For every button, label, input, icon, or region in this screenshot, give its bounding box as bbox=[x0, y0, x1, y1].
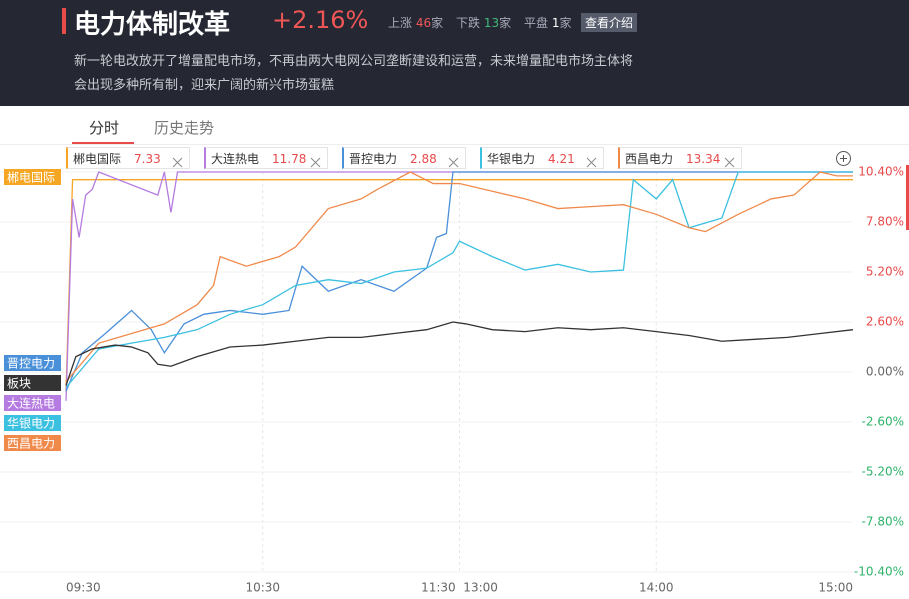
y-tick-label: 7.80% bbox=[866, 215, 904, 229]
close-icon bbox=[586, 157, 597, 168]
x-tick-label: 15:00 bbox=[818, 581, 853, 595]
y-tick-label: 2.60% bbox=[866, 315, 904, 329]
chip-price: 4.21 bbox=[548, 152, 575, 166]
chip-name: 华银电力 bbox=[487, 152, 536, 166]
chip-close[interactable] bbox=[172, 153, 183, 168]
series-line bbox=[65, 171, 853, 401]
tab[interactable]: 分时 bbox=[89, 119, 120, 137]
chip-name: 晋控电力 bbox=[349, 152, 398, 166]
stock-chip[interactable]: 郴电国际 7.33 bbox=[66, 147, 190, 169]
series-line bbox=[65, 171, 853, 388]
stat-value: 13 bbox=[483, 16, 500, 30]
stock-chip[interactable]: 大连热电 11.78 bbox=[204, 147, 328, 169]
chip-close[interactable] bbox=[724, 153, 735, 168]
stat-unit: 家 bbox=[559, 16, 572, 30]
series-label: 板块 bbox=[7, 377, 31, 391]
y-tick-label: -10.40% bbox=[854, 565, 904, 579]
stat-value: 1 bbox=[551, 16, 560, 30]
chip-price: 13.34 bbox=[686, 152, 721, 166]
stock-chip[interactable]: 西昌电力 13.34 bbox=[618, 147, 742, 169]
close-icon bbox=[448, 157, 459, 168]
add-button[interactable] bbox=[836, 151, 851, 166]
stock-chip[interactable]: 华银电力 4.21 bbox=[480, 147, 604, 169]
y-tick-label: -7.80% bbox=[862, 515, 904, 529]
series-label-bg bbox=[4, 415, 61, 431]
header: 电力体制改革 +2.16% 上涨 46家 下跌 13家 平盘 1家 查看介绍 新… bbox=[0, 0, 909, 106]
stat-unit: 家 bbox=[431, 16, 444, 30]
y-tick-label: 5.20% bbox=[866, 265, 904, 279]
series-label-bg bbox=[4, 435, 61, 451]
stat-label: 上涨 bbox=[388, 16, 413, 30]
stat-unit: 家 bbox=[499, 16, 512, 30]
close-icon bbox=[310, 157, 321, 168]
stat: 上涨 46家 bbox=[388, 14, 443, 31]
y-tick-label: -5.20% bbox=[862, 465, 904, 479]
series-label: 郴电国际 bbox=[7, 171, 55, 185]
series-line bbox=[65, 171, 853, 392]
stat: 平盘 1家 bbox=[524, 14, 572, 31]
x-tick-label: 10:30 bbox=[245, 581, 280, 595]
stat-value: 46 bbox=[415, 16, 432, 30]
chip-name: 西昌电力 bbox=[625, 152, 674, 166]
chip-close[interactable] bbox=[448, 153, 459, 168]
series-label: 西昌电力 bbox=[7, 437, 55, 451]
series-label-bg bbox=[4, 355, 61, 371]
change: +2.16% bbox=[272, 6, 369, 34]
chip-name: 郴电国际 bbox=[73, 152, 122, 166]
chip-price: 2.88 bbox=[410, 152, 437, 166]
y-tick-label: 10.40% bbox=[858, 165, 904, 179]
description: 会出现多种所有制，迎来广阔的新兴市场蛋糕 bbox=[74, 78, 335, 93]
series-label: 华银电力 bbox=[7, 417, 55, 431]
x-tick-label: 09:30 bbox=[66, 581, 101, 595]
tab[interactable]: 历史走势 bbox=[154, 119, 215, 137]
chip-price: 11.78 bbox=[272, 152, 307, 166]
chip-name: 大连热电 bbox=[211, 152, 260, 166]
stat-label: 平盘 bbox=[524, 16, 549, 30]
chip-close[interactable] bbox=[310, 153, 321, 168]
description: 新一轮电改放开了增量配电市场，不再由两大电网公司垄断建设和运营，未来增量配电市场… bbox=[74, 54, 634, 69]
series-line bbox=[65, 171, 853, 383]
series-line bbox=[65, 321, 854, 386]
x-tick-label: 11:30 13:00 bbox=[421, 581, 498, 595]
close-icon bbox=[724, 157, 735, 168]
close-icon bbox=[172, 157, 183, 168]
plus-icon bbox=[840, 155, 847, 162]
series-label-bg bbox=[4, 395, 61, 411]
intro-button[interactable]: 查看介绍 bbox=[581, 13, 638, 32]
chip-price: 7.33 bbox=[134, 152, 161, 166]
series-label-bg bbox=[4, 375, 61, 391]
accent bbox=[62, 8, 66, 34]
stat: 下跌 13家 bbox=[456, 14, 511, 31]
x-tick-label: 14:00 bbox=[639, 581, 674, 595]
series-label-bg bbox=[4, 169, 61, 185]
series-label: 大连热电 bbox=[7, 396, 55, 411]
chip-close[interactable] bbox=[586, 153, 597, 168]
stat-label: 下跌 bbox=[456, 16, 481, 30]
series-label: 晋控电力 bbox=[7, 357, 55, 371]
title: 电力体制改革 bbox=[74, 10, 231, 40]
tab-underline bbox=[72, 142, 134, 144]
stock-chip[interactable]: 晋控电力 2.88 bbox=[342, 147, 466, 169]
y-tick-label: -2.60% bbox=[862, 415, 904, 429]
y-tick-label: 0.00% bbox=[866, 365, 904, 379]
divider bbox=[0, 144, 909, 145]
series-line bbox=[65, 179, 853, 392]
plot-area bbox=[0, 172, 909, 572]
